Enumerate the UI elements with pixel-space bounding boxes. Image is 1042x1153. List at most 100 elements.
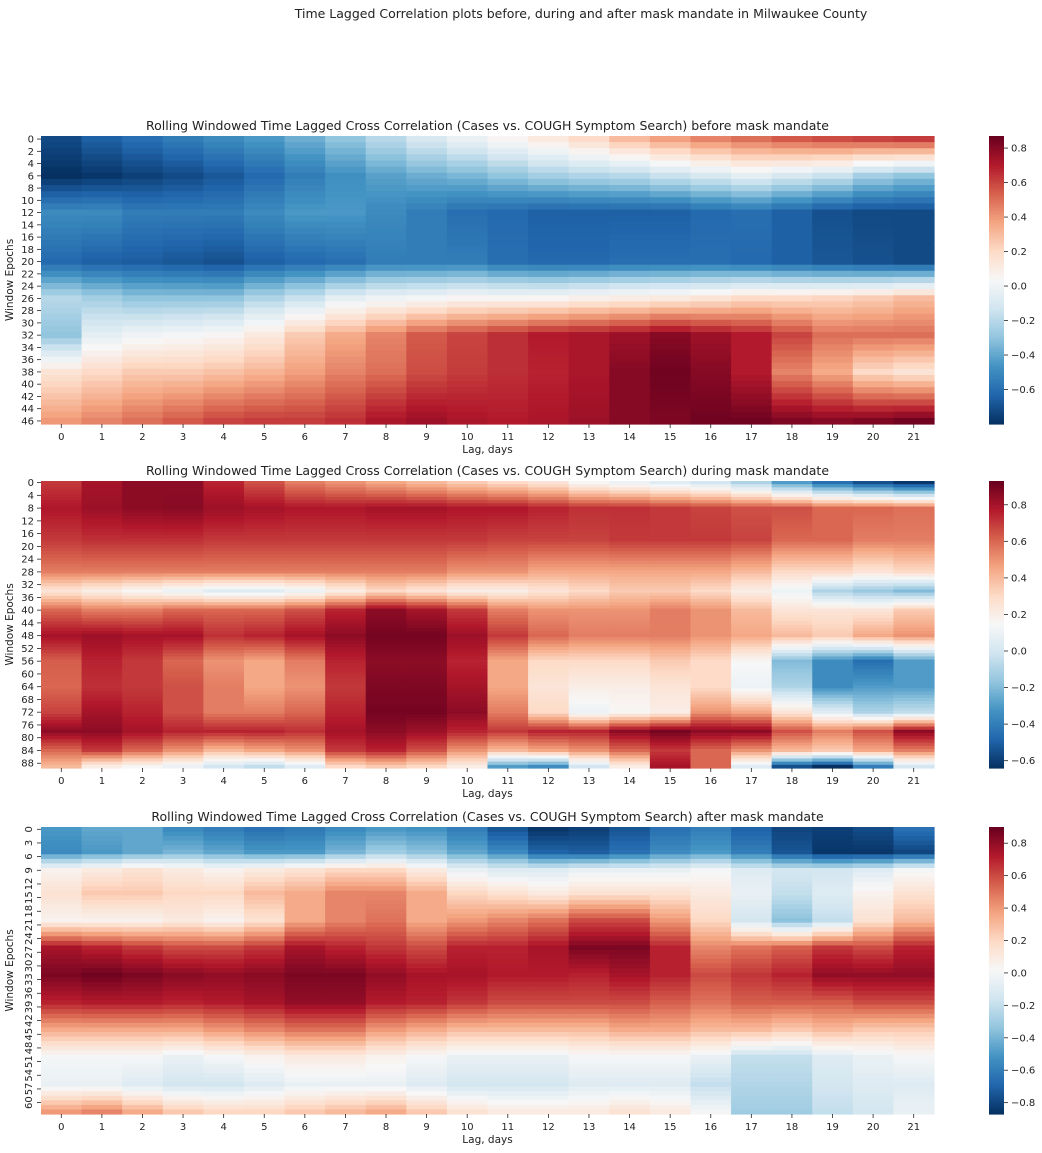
heatmap-cell bbox=[568, 931, 610, 937]
heatmap-cell bbox=[325, 904, 367, 910]
heatmap-cell bbox=[446, 704, 489, 709]
heatmap-cell bbox=[41, 877, 83, 883]
heatmap-cell bbox=[41, 234, 83, 241]
y-tick-label: 88 bbox=[21, 759, 34, 770]
heatmap-cell bbox=[162, 148, 204, 155]
heatmap-cell bbox=[122, 528, 164, 533]
heatmap-cell bbox=[365, 913, 407, 919]
heatmap-cell bbox=[446, 1109, 489, 1115]
heatmap-cell bbox=[284, 909, 326, 915]
colorbar-segment bbox=[989, 595, 1004, 599]
heatmap-cell bbox=[649, 411, 692, 419]
heatmap-cell bbox=[568, 289, 610, 296]
heatmap-cell bbox=[649, 332, 692, 339]
heatmap-cell bbox=[122, 845, 164, 851]
heatmap-cell bbox=[771, 688, 813, 693]
heatmap-cell bbox=[41, 1045, 83, 1051]
heatmap-cell bbox=[852, 755, 895, 760]
heatmap-cell bbox=[528, 411, 570, 419]
heatmap-cell bbox=[568, 484, 610, 488]
heatmap-cell bbox=[690, 528, 732, 533]
heatmap-cell bbox=[406, 643, 448, 648]
heatmap-cell bbox=[162, 656, 204, 661]
heatmap-cell bbox=[81, 541, 123, 546]
heatmap-cell bbox=[162, 1054, 204, 1060]
colorbar-segment bbox=[989, 901, 1004, 905]
heatmap-cell bbox=[852, 886, 895, 892]
heatmap-cell bbox=[690, 519, 732, 524]
heatmap-cell bbox=[122, 1063, 164, 1070]
x-tick-label: 21 bbox=[907, 1122, 920, 1133]
heatmap-cell bbox=[852, 295, 895, 303]
heatmap-cell bbox=[162, 563, 204, 568]
heatmap-cell bbox=[609, 481, 651, 485]
heatmap-cell bbox=[203, 1022, 245, 1029]
heatmap-cell bbox=[81, 301, 123, 309]
heatmap-cell bbox=[81, 1073, 123, 1079]
heatmap-cell bbox=[731, 1086, 773, 1092]
heatmap-cell bbox=[325, 191, 367, 198]
heatmap-cell bbox=[406, 538, 448, 543]
heatmap-cell bbox=[325, 681, 367, 686]
heatmap-cell bbox=[365, 185, 407, 192]
heatmap-cell bbox=[812, 745, 854, 750]
heatmap-cell bbox=[812, 264, 854, 272]
heatmap-cell bbox=[325, 516, 367, 520]
heatmap-cell bbox=[609, 576, 651, 581]
colorbar-segment bbox=[989, 239, 1004, 243]
heatmap-cell bbox=[690, 516, 732, 520]
heatmap-cell bbox=[81, 387, 123, 394]
colorbar-segment bbox=[989, 179, 1004, 183]
heatmap-cell bbox=[243, 986, 286, 992]
heatmap-cell bbox=[487, 387, 529, 394]
heatmap-cell bbox=[365, 1027, 407, 1033]
heatmap-cell bbox=[649, 755, 692, 760]
heatmap-cell bbox=[365, 503, 407, 508]
heatmap-cell bbox=[649, 563, 692, 568]
colorbar-segment bbox=[989, 836, 1004, 840]
heatmap-cell bbox=[568, 538, 610, 543]
heatmap-cell bbox=[812, 399, 854, 407]
heatmap-cell bbox=[690, 685, 732, 689]
heatmap-cell bbox=[487, 611, 529, 616]
y-tick-label: 21 bbox=[24, 919, 35, 932]
heatmap-cell bbox=[893, 595, 935, 600]
heatmap-cell bbox=[203, 723, 245, 728]
heatmap-cell bbox=[365, 522, 407, 527]
heatmap-cell bbox=[690, 1082, 732, 1088]
heatmap-cell bbox=[365, 393, 407, 401]
heatmap-cell bbox=[690, 954, 732, 960]
heatmap-cell bbox=[528, 503, 570, 508]
heatmap-cell bbox=[812, 954, 854, 960]
heatmap-cell bbox=[446, 672, 489, 677]
heatmap-cell bbox=[609, 764, 651, 769]
y-tick-label: 28 bbox=[21, 567, 34, 578]
heatmap-cell bbox=[528, 618, 570, 622]
heatmap-cell bbox=[203, 148, 245, 155]
heatmap-cell bbox=[731, 374, 773, 382]
x-tick-label: 12 bbox=[542, 432, 555, 443]
heatmap-cell bbox=[852, 931, 895, 937]
heatmap-cell bbox=[852, 913, 895, 919]
heatmap-cell bbox=[771, 608, 813, 613]
heatmap-cell bbox=[81, 995, 123, 1001]
heatmap-cell bbox=[365, 411, 407, 419]
heatmap-cell bbox=[325, 1013, 367, 1019]
heatmap-cell bbox=[243, 399, 286, 407]
heatmap-cell bbox=[487, 246, 529, 254]
heatmap-cell bbox=[243, 313, 286, 321]
heatmap-cell bbox=[893, 890, 935, 896]
heatmap-cell bbox=[203, 742, 245, 747]
heatmap-cell bbox=[609, 742, 651, 747]
heatmap-cell bbox=[203, 1086, 245, 1092]
heatmap-cell bbox=[243, 350, 286, 358]
heatmap-cell bbox=[487, 1109, 529, 1115]
heatmap-cell bbox=[893, 532, 935, 536]
heatmap-cell bbox=[649, 886, 692, 892]
heatmap-cell bbox=[284, 393, 326, 401]
heatmap-cell bbox=[325, 368, 367, 376]
heatmap-cell bbox=[325, 995, 367, 1001]
heatmap-cell bbox=[284, 136, 326, 143]
heatmap-cell bbox=[203, 264, 245, 272]
heatmap-cell bbox=[406, 1000, 448, 1006]
